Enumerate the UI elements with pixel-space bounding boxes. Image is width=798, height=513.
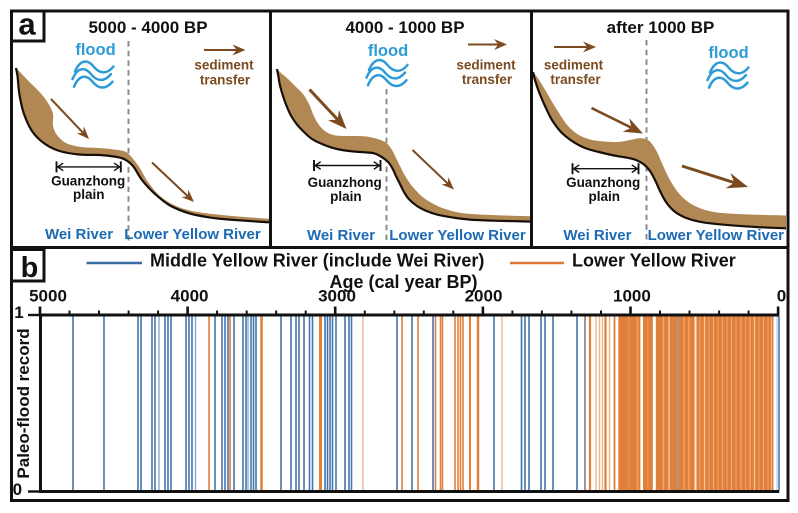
svg-text:Age (cal year BP): Age (cal year BP) [329,272,477,292]
svg-text:b: b [21,252,39,284]
svg-text:Lower Yellow River: Lower Yellow River [124,226,261,243]
svg-text:Wei River: Wei River [45,226,113,243]
svg-text:Guanzhong: Guanzhong [51,173,125,188]
svg-text:transfer: transfer [200,73,251,88]
svg-text:plain: plain [73,187,105,202]
svg-text:1000: 1000 [613,287,651,306]
svg-text:Lower Yellow River: Lower Yellow River [389,227,526,244]
svg-text:sediment: sediment [194,58,254,73]
svg-text:2000: 2000 [465,287,503,306]
svg-text:transfer: transfer [462,72,513,87]
svg-text:plain: plain [589,189,621,204]
svg-text:flood: flood [75,41,115,59]
svg-text:sediment: sediment [456,58,516,73]
svg-text:sediment: sediment [544,58,604,73]
svg-text:5000: 5000 [29,287,67,306]
svg-text:flood: flood [368,42,408,60]
svg-text:3000: 3000 [318,287,356,306]
svg-text:Paleo-flood record: Paleo-flood record [14,328,33,478]
svg-text:after 1000 BP: after 1000 BP [607,18,715,37]
svg-text:Wei River: Wei River [563,227,631,244]
svg-text:Guanzhong: Guanzhong [566,175,640,190]
svg-text:Guanzhong: Guanzhong [308,175,382,190]
svg-text:4000 - 1000 BP: 4000 - 1000 BP [345,18,464,37]
svg-text:a: a [18,7,36,42]
svg-text:4000: 4000 [171,287,209,306]
svg-text:Lower Yellow River: Lower Yellow River [648,227,785,244]
svg-text:1: 1 [14,303,23,322]
svg-text:plain: plain [330,189,362,204]
svg-text:Middle Yellow River (include W: Middle Yellow River (include Wei River) [150,251,484,271]
svg-text:Lower Yellow River: Lower Yellow River [572,251,736,271]
svg-text:flood: flood [708,44,748,62]
svg-text:5000 - 4000 BP: 5000 - 4000 BP [88,18,207,37]
svg-text:Wei River: Wei River [307,227,375,244]
svg-text:transfer: transfer [550,72,601,87]
svg-text:0: 0 [13,480,22,499]
svg-text:0: 0 [777,287,786,306]
